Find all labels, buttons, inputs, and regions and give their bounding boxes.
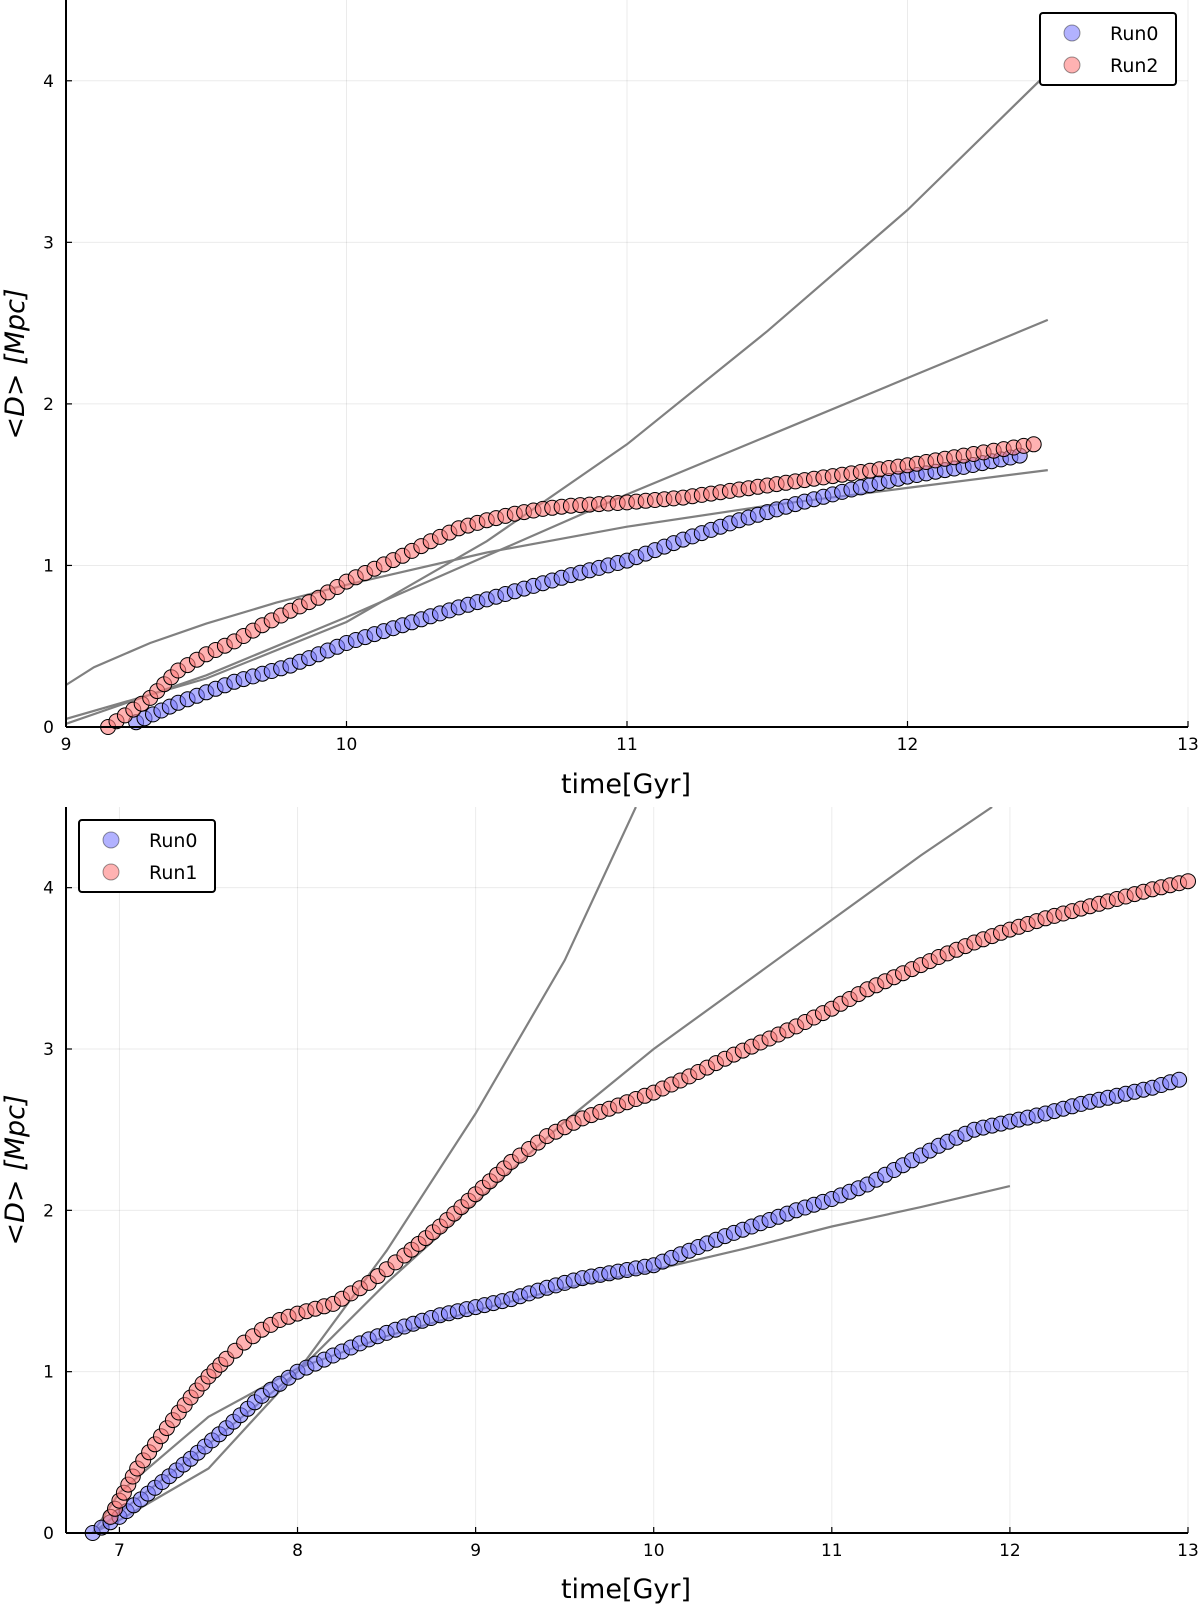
top-y-tick-label: 3 <box>43 233 54 253</box>
bottom-point-run1 <box>1180 873 1196 890</box>
top-legend: Run0 Run2 <box>1039 12 1177 86</box>
bottom-points <box>84 873 1196 1541</box>
top-point-run2 <box>1025 436 1042 453</box>
top-x-tick-label: 10 <box>336 735 358 755</box>
top-x-tick-label: 9 <box>61 735 72 755</box>
bottom-x-tick-label: 11 <box>821 1541 843 1561</box>
top-reference-line <box>66 318 1049 725</box>
top-y-tick-label: 0 <box>43 718 54 738</box>
bottom-y-axis-label: <D> [Mpc] <box>0 1095 31 1246</box>
bottom-x-axis-label: time[Gyr] <box>561 1574 691 1604</box>
top-x-axis-label: time[Gyr] <box>561 769 691 800</box>
top-y-tick-label: 4 <box>43 72 54 92</box>
top-reference-lines <box>66 71 1049 725</box>
bottom-y-tick-label: 4 <box>43 879 54 899</box>
top-grid <box>65 0 1189 728</box>
top-x-tick-label: 12 <box>897 735 919 755</box>
bottom-grid <box>66 807 1189 1534</box>
bottom-x-tick-label: 12 <box>999 1541 1021 1561</box>
top-y-axis-label: <D> [Mpc] <box>0 289 31 440</box>
bottom-y-tick-label: 3 <box>43 1040 54 1060</box>
top-points <box>100 436 1042 735</box>
top-legend-marker-run2 <box>1063 56 1081 74</box>
top-reference-line <box>66 71 1049 720</box>
bottom-y-tick-label: 0 <box>43 1524 54 1544</box>
bottom-x-tick-label: 13 <box>1177 1541 1199 1561</box>
bottom-legend-marker-run1 <box>102 863 120 881</box>
bottom-x-tick-label: 10 <box>643 1541 665 1561</box>
bottom-y-tick-label: 1 <box>43 1363 54 1383</box>
bottom-legend: Run0 Run1 <box>78 819 216 893</box>
top-x-tick-label: 13 <box>1177 735 1199 755</box>
bottom-x-tick-label: 9 <box>470 1541 481 1561</box>
top-legend-label-run2: Run2 <box>1110 55 1159 77</box>
bottom-legend-label-run1: Run1 <box>149 862 198 884</box>
bottom-x-tick-label: 8 <box>292 1541 303 1561</box>
top-axes <box>65 0 1189 728</box>
top-legend-marker-run0 <box>1063 24 1081 42</box>
top-x-tick-label: 11 <box>616 735 638 755</box>
bottom-legend-label-run0: Run0 <box>149 830 198 852</box>
top-legend-label-run0: Run0 <box>1110 23 1159 45</box>
bottom-point-run0 <box>1171 1071 1188 1088</box>
top-y-tick-label: 2 <box>43 395 54 415</box>
top-y-tick-label: 1 <box>43 556 54 576</box>
bottom-axes <box>65 807 1189 1534</box>
bottom-legend-marker-run0 <box>102 831 120 849</box>
bottom-x-tick-label: 7 <box>114 1541 125 1561</box>
bottom-y-tick-label: 2 <box>43 1201 54 1221</box>
